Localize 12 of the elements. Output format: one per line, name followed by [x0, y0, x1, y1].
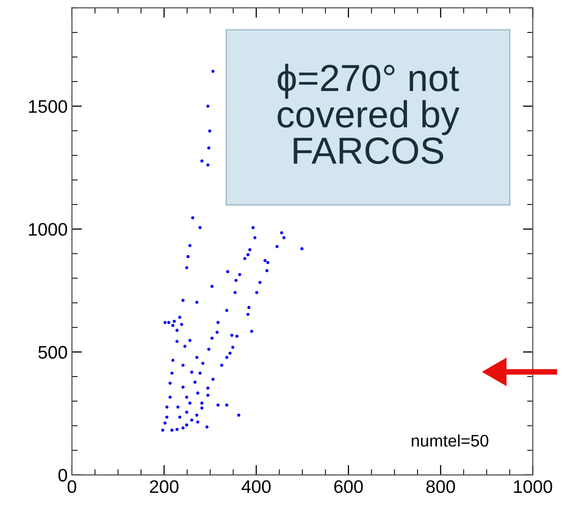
x-tick-label: 400 [242, 480, 271, 494]
y-tick-label: 1000 [28, 223, 68, 236]
y-tick-label: 0 [58, 468, 68, 482]
x-tick-label: 0 [68, 480, 76, 494]
x-tick-label: 200 [150, 480, 178, 494]
y-tick-label: 500 [38, 346, 68, 359]
annotation: ϕ=270° not covered by FARCOS [278, 64, 460, 164]
annotation: numtel=50 [412, 434, 488, 447]
x-tick-label: 1000 [514, 480, 552, 494]
x-tick-label: 600 [334, 480, 363, 494]
y-tick-label: 1500 [28, 100, 68, 113]
x-tick-label: 800 [426, 480, 455, 494]
